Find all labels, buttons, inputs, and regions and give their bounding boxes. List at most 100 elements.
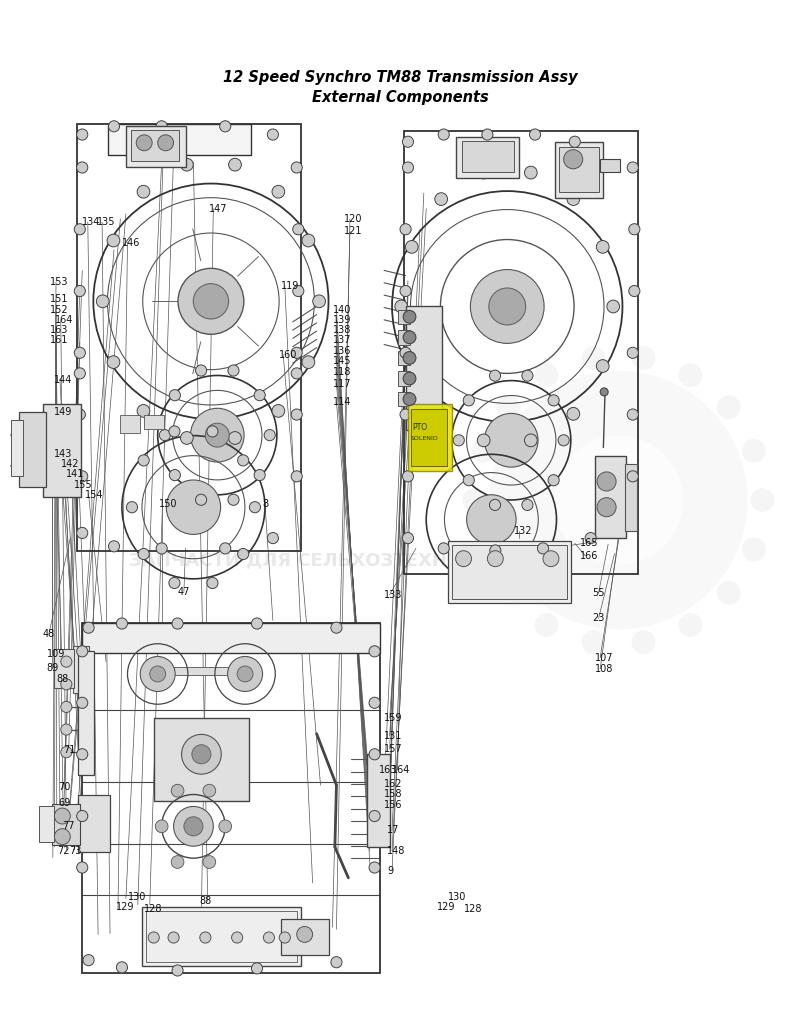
Circle shape [570,137,580,147]
Circle shape [116,618,127,629]
Circle shape [291,471,302,482]
Circle shape [238,454,249,466]
Text: 158: 158 [384,790,402,799]
Circle shape [678,363,702,387]
Text: 138: 138 [333,325,351,335]
Text: 166: 166 [579,551,598,561]
Bar [38,805,54,841]
Circle shape [77,129,88,140]
Circle shape [543,551,559,566]
Text: 140: 140 [333,304,351,315]
Circle shape [742,537,766,561]
Circle shape [454,435,464,446]
Circle shape [525,167,537,179]
Bar [366,755,390,847]
Circle shape [558,435,570,446]
Bar [78,651,94,775]
Text: 155: 155 [74,479,93,490]
Text: 109: 109 [46,649,65,659]
Circle shape [627,409,638,420]
Circle shape [178,268,244,334]
Circle shape [192,745,211,764]
Circle shape [470,269,544,344]
Circle shape [254,389,266,401]
Bar [42,405,81,497]
Text: 114: 114 [333,397,351,407]
Circle shape [400,409,411,420]
Circle shape [302,234,314,247]
Circle shape [403,392,416,406]
Circle shape [567,408,580,420]
Circle shape [206,423,229,447]
Circle shape [150,666,166,682]
Bar [594,455,626,538]
Circle shape [554,436,683,565]
Bar [52,804,80,845]
Circle shape [264,430,275,441]
Text: 128: 128 [144,904,162,914]
Circle shape [61,702,72,712]
Bar [398,330,410,345]
Text: 162: 162 [384,779,402,789]
Circle shape [61,679,72,690]
Circle shape [156,121,167,131]
Bar [146,911,297,963]
Circle shape [220,121,230,131]
Bar [78,124,302,552]
Circle shape [490,544,501,556]
Circle shape [530,129,541,140]
Text: 137: 137 [333,335,351,346]
Bar [154,718,249,801]
Circle shape [487,551,503,566]
Text: 148: 148 [387,846,406,856]
Circle shape [77,161,88,173]
Circle shape [61,746,72,758]
Circle shape [251,963,262,974]
Circle shape [678,613,702,637]
Circle shape [402,533,414,543]
Bar [18,413,46,486]
Bar [78,796,110,852]
Circle shape [195,365,206,376]
Text: 129: 129 [116,901,135,912]
Circle shape [61,724,72,735]
Circle shape [77,698,88,708]
Circle shape [600,388,608,395]
Circle shape [195,494,206,505]
Circle shape [229,158,242,171]
Text: 89: 89 [46,662,58,673]
Circle shape [228,656,262,691]
Bar [142,907,301,967]
Circle shape [291,161,302,173]
Bar [559,147,598,193]
Circle shape [181,158,194,171]
Circle shape [136,135,152,151]
Circle shape [116,962,127,973]
Circle shape [171,785,184,797]
Circle shape [140,656,175,691]
Bar [600,159,620,172]
Bar [625,464,637,531]
Text: SOLENID: SOLENID [410,437,438,441]
Circle shape [717,395,741,419]
Circle shape [74,409,86,420]
Circle shape [159,430,170,441]
Text: 159: 159 [384,713,402,723]
Circle shape [596,240,609,254]
Circle shape [200,932,211,943]
Circle shape [228,365,239,376]
Circle shape [172,965,183,976]
Text: 8: 8 [262,499,269,509]
Circle shape [582,630,606,654]
Circle shape [496,581,520,604]
Circle shape [77,810,88,822]
Circle shape [478,434,490,447]
Bar [10,420,22,476]
Circle shape [402,471,414,482]
Circle shape [478,167,490,179]
Bar [404,131,638,574]
Circle shape [250,502,261,512]
Text: 47: 47 [178,587,190,596]
Circle shape [400,347,411,358]
Bar [406,306,442,430]
